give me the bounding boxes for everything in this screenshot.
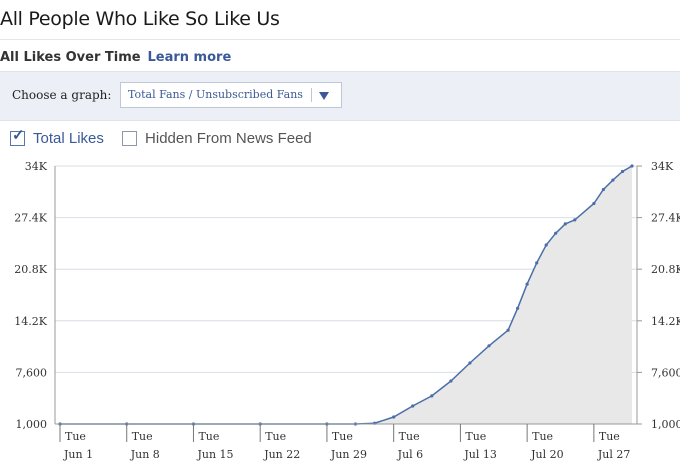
y-tick-label-right: 7,600 bbox=[651, 366, 680, 379]
x-tick-date: Jun 15 bbox=[196, 448, 233, 461]
x-tick-date: Jun 22 bbox=[263, 448, 300, 461]
y-tick-label-right: 20.8K bbox=[651, 263, 680, 276]
x-tick-day: Tue bbox=[465, 430, 486, 443]
y-tick-label-right: 1,000 bbox=[651, 418, 680, 431]
x-tick-date: Jul 6 bbox=[397, 448, 424, 461]
data-point-22 bbox=[601, 187, 606, 192]
data-point-14 bbox=[516, 306, 520, 310]
x-tick-day: Tue bbox=[265, 430, 286, 443]
data-point-20 bbox=[573, 218, 577, 222]
data-point-12 bbox=[487, 344, 491, 348]
total-likes-label: Total Likes bbox=[33, 130, 104, 147]
x-tick-date: Jul 27 bbox=[597, 448, 631, 461]
data-point-17 bbox=[544, 243, 548, 247]
choose-graph-label: Choose a graph: bbox=[12, 88, 112, 102]
data-point-15 bbox=[525, 282, 529, 286]
data-point-10 bbox=[449, 379, 453, 383]
y-tick-label-left: 14.2K bbox=[14, 315, 47, 328]
x-tick-day: Tue bbox=[532, 430, 553, 443]
total-likes-checkbox[interactable]: ✓ bbox=[10, 127, 25, 146]
x-tick-date: Jul 20 bbox=[530, 448, 564, 461]
y-tick-label-left: 7,600 bbox=[16, 366, 48, 379]
x-tick-day: Tue bbox=[65, 430, 86, 443]
data-point-9 bbox=[430, 394, 434, 398]
data-point-13 bbox=[506, 328, 510, 332]
y-tick-label-right: 14.2K bbox=[651, 315, 680, 328]
data-point-7 bbox=[392, 415, 396, 419]
x-tick-date: Jun 8 bbox=[130, 448, 160, 461]
y-tick-label-left: 34K bbox=[25, 160, 48, 173]
data-point-24 bbox=[620, 169, 625, 174]
toggle-total-likes[interactable]: ✓ Total Likes bbox=[10, 127, 104, 147]
y-tick-label-right: 34K bbox=[651, 160, 674, 173]
y-tick-label-left: 27.4K bbox=[14, 212, 47, 225]
data-point-8 bbox=[411, 404, 415, 408]
data-point-25 bbox=[630, 164, 634, 168]
hidden-feed-label: Hidden From News Feed bbox=[145, 130, 312, 147]
x-tick-date: Jun 1 bbox=[63, 448, 93, 461]
y-tick-label-left: 20.8K bbox=[14, 263, 47, 276]
graph-select-value: Total Fans / Unsubscribed Fans bbox=[128, 88, 303, 101]
x-tick-date: Jun 29 bbox=[330, 448, 367, 461]
series-toggles: ✓ Total Likes Hidden From News Feed bbox=[10, 127, 326, 150]
data-point-16 bbox=[535, 261, 539, 265]
data-point-11 bbox=[468, 361, 472, 365]
hidden-feed-checkbox[interactable] bbox=[122, 131, 138, 146]
x-tick-date: Jul 13 bbox=[463, 448, 497, 461]
page-title: All People Who Like So Like Us bbox=[0, 8, 280, 30]
x-tick-day: Tue bbox=[332, 430, 353, 443]
y-tick-label-left: 1,000 bbox=[16, 418, 48, 431]
graph-selector-bar: Choose a graph: Total Fans / Unsubscribe… bbox=[0, 71, 680, 121]
x-tick-day: Tue bbox=[399, 430, 420, 443]
section-title: All Likes Over Time bbox=[0, 50, 141, 65]
data-point-18 bbox=[554, 231, 558, 235]
likes-chart: 34K 34K 27.4K 27.4K 20.8K 20.8K 14.2K 14.2K 7,60… bbox=[14, 160, 680, 461]
dropdown-separator bbox=[311, 88, 312, 102]
graph-select-dropdown[interactable]: Total Fans / Unsubscribed Fans bbox=[120, 82, 342, 108]
section-header: All Likes Over Time Learn more bbox=[0, 48, 231, 65]
check-icon: ✓ bbox=[12, 127, 25, 144]
x-tick-day: Tue bbox=[132, 430, 153, 443]
x-tick-day: Tue bbox=[599, 430, 620, 443]
total-likes-area bbox=[60, 166, 632, 424]
chevron-down-icon bbox=[319, 92, 329, 100]
data-point-19 bbox=[563, 222, 567, 226]
learn-more-link[interactable]: Learn more bbox=[147, 50, 232, 65]
data-point-21 bbox=[592, 201, 596, 206]
title-divider bbox=[0, 39, 680, 40]
toggle-hidden-from-news-feed[interactable]: Hidden From News Feed bbox=[122, 130, 312, 147]
data-point-23 bbox=[611, 178, 615, 182]
y-tick-label-right: 27.4K bbox=[651, 212, 680, 225]
x-tick-day: Tue bbox=[198, 430, 219, 443]
